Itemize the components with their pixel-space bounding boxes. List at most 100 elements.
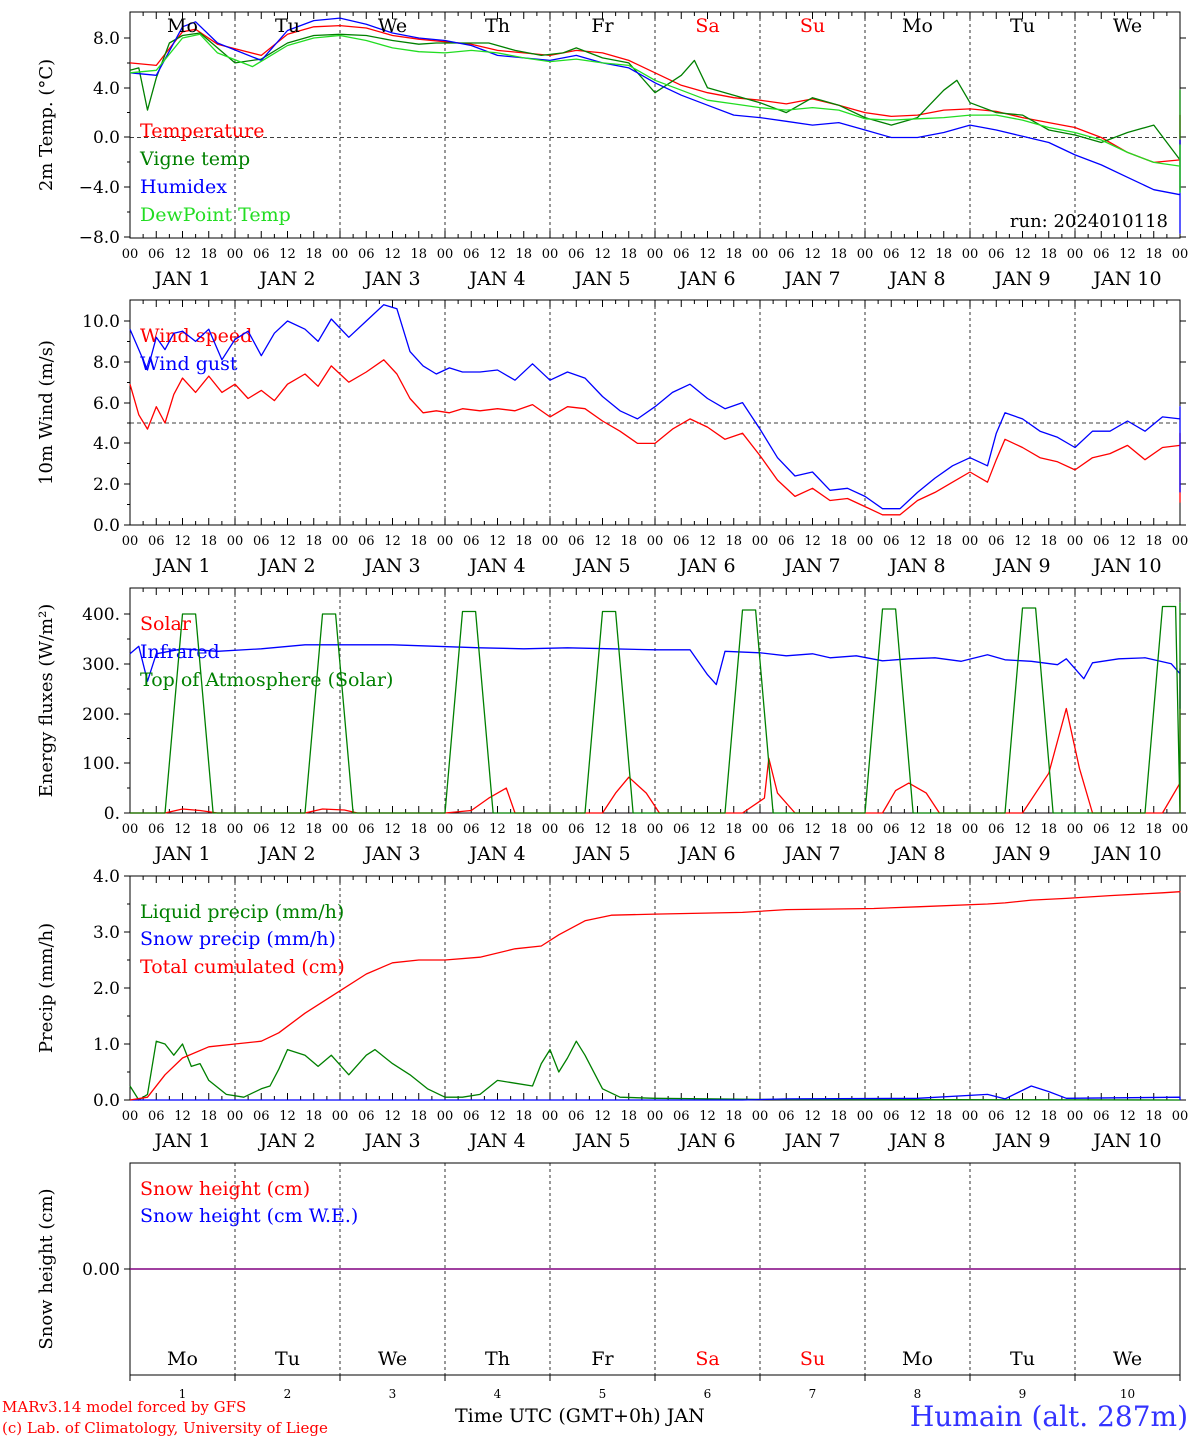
weekday-label-bottom: Sa	[695, 1348, 719, 1370]
hour-label: 06	[148, 822, 165, 837]
hour-label: 00	[437, 534, 454, 549]
y-tick-label: −4.0	[79, 178, 120, 198]
run-label: run: 2024010118	[1010, 211, 1168, 232]
hour-label: 12	[384, 534, 401, 549]
legend-liquid-precip-mm-h-: Liquid precip (mm/h)	[140, 901, 344, 923]
day-label: JAN 6	[677, 1130, 735, 1152]
hour-label: 12	[174, 247, 191, 262]
day-number: 2	[284, 1387, 292, 1401]
y-axis-label: 10m Wind (m/s)	[36, 340, 57, 485]
day-number: 5	[599, 1387, 607, 1401]
weekday-label: Fr	[591, 15, 614, 37]
hour-label: 06	[883, 247, 900, 262]
hour-label: 06	[253, 534, 270, 549]
hour-label: 00	[647, 247, 664, 262]
hour-label: 18	[935, 1109, 952, 1124]
hour-label: 12	[1014, 247, 1031, 262]
hour-label: 00	[752, 247, 769, 262]
day-label: JAN 9	[992, 1130, 1050, 1152]
hour-label: 06	[883, 1109, 900, 1124]
series-line-wind-speed	[129, 359, 1181, 516]
day-label: JAN 10	[1091, 555, 1161, 577]
hour-label: 18	[515, 534, 532, 549]
day-label: JAN 9	[992, 268, 1050, 290]
day-label: JAN 8	[887, 843, 945, 865]
y-tick-label: 0.0	[93, 516, 120, 536]
hour-label: 06	[358, 822, 375, 837]
hour-label: 12	[909, 247, 926, 262]
hour-label: 06	[358, 534, 375, 549]
day-label: JAN 10	[1091, 1130, 1161, 1152]
y-tick-label: 4.0	[93, 867, 120, 887]
legend-snow-height-cm-w-e-: Snow height (cm W.E.)	[140, 1205, 358, 1227]
hour-label: 18	[620, 1109, 637, 1124]
hour-label: 12	[489, 247, 506, 262]
hour-label: 18	[1040, 822, 1057, 837]
y-axis-label: Energy fluxes (W/m²)	[36, 604, 57, 798]
series-line-snow-precip-mm-h-	[130, 1085, 1181, 1101]
hour-label: 00	[542, 247, 559, 262]
hour-label: 12	[1014, 534, 1031, 549]
hour-label: 00	[752, 822, 769, 837]
hour-label: 00	[857, 534, 874, 549]
y-tick-label: 2.0	[93, 475, 120, 495]
hour-label: 18	[410, 534, 427, 549]
hour-label: 18	[1145, 1109, 1162, 1124]
hour-label: 12	[489, 1109, 506, 1124]
hour-label: 00	[962, 247, 979, 262]
hour-label: 12	[384, 822, 401, 837]
hour-label: 18	[830, 1109, 847, 1124]
credit-model: MARv3.14 model forced by GFS	[2, 1398, 247, 1416]
day-label: JAN 3	[362, 1130, 420, 1152]
weekday-label: Su	[800, 15, 825, 37]
series-line-humidex	[129, 17, 1181, 234]
y-tick-label: 0.00	[82, 1260, 120, 1280]
series-line-wind-gust	[129, 304, 1181, 510]
hour-label: 06	[1093, 822, 1110, 837]
hour-label: 18	[305, 534, 322, 549]
y-tick-label: 4.0	[93, 79, 120, 99]
hour-label: 12	[174, 822, 191, 837]
hour-label: 00	[962, 822, 979, 837]
legend-snow-height-cm-: Snow height (cm)	[140, 1178, 310, 1200]
weekday-label-bottom: Fr	[591, 1348, 614, 1370]
hour-label: 18	[1145, 822, 1162, 837]
hour-label: 06	[1093, 247, 1110, 262]
hour-label: 18	[305, 822, 322, 837]
weekday-label-bottom: Th	[485, 1348, 510, 1370]
hour-label: 06	[1093, 1109, 1110, 1124]
hour-label: 00	[437, 247, 454, 262]
day-number: 3	[389, 1387, 397, 1401]
series-line-total-cumulated-cm-	[129, 891, 1181, 1101]
hour-label: 18	[1040, 534, 1057, 549]
hour-label: 00	[752, 1109, 769, 1124]
legend-humidex: Humidex	[140, 176, 227, 198]
hour-label: 00	[227, 247, 244, 262]
legend-temperature: Temperature	[140, 120, 264, 142]
hour-label: 00	[227, 1109, 244, 1124]
hour-label: 18	[515, 247, 532, 262]
hour-label: 12	[1119, 247, 1136, 262]
hour-label: 06	[253, 247, 270, 262]
day-label: JAN 5	[572, 268, 630, 290]
hour-label: 06	[988, 534, 1005, 549]
hour-label: 00	[1172, 822, 1189, 837]
weekday-label: Mo	[167, 15, 198, 37]
day-label: JAN 4	[467, 268, 525, 290]
hour-label: 06	[148, 247, 165, 262]
day-label: JAN 3	[362, 843, 420, 865]
hour-label: 18	[1040, 247, 1057, 262]
hour-label: 00	[1172, 247, 1189, 262]
hour-label: 06	[568, 822, 585, 837]
hour-label: 00	[227, 534, 244, 549]
day-label: JAN 6	[677, 555, 735, 577]
hour-label: 00	[1067, 822, 1084, 837]
hour-label: 00	[857, 1109, 874, 1124]
legend-top-of-atmosphere-solar-: Top of Atmosphere (Solar)	[140, 669, 393, 691]
hour-label: 18	[1145, 534, 1162, 549]
day-label: JAN 5	[572, 1130, 630, 1152]
day-label: JAN 1	[152, 1130, 210, 1152]
hour-label: 18	[830, 534, 847, 549]
day-number: 4	[494, 1387, 502, 1401]
hour-label: 18	[725, 534, 742, 549]
